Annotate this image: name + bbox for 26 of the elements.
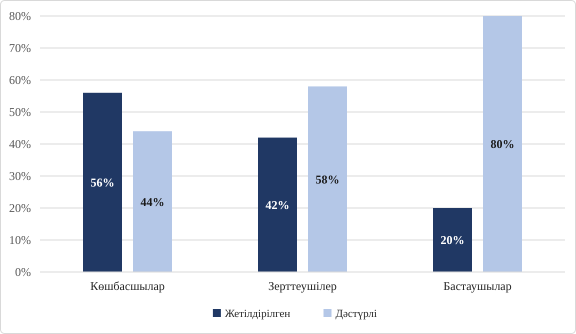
legend-label: Жетілдірілген (224, 308, 290, 320)
y-tick-label: 20% (9, 201, 31, 216)
data-label: 56% (90, 176, 114, 190)
x-tick-label: Көшбасшылар (90, 279, 165, 293)
bar (433, 208, 472, 272)
bar (483, 16, 522, 272)
bar (258, 138, 297, 272)
data-label: 58% (316, 172, 340, 186)
bar (308, 86, 347, 272)
y-tick-label: 30% (9, 169, 31, 184)
y-tick-label: 70% (9, 41, 31, 56)
bar (133, 131, 172, 272)
y-tick-label: 60% (9, 73, 31, 88)
legend-label: Дәстүрлі (336, 308, 377, 320)
data-label: 20% (440, 233, 464, 248)
y-tick-label: 40% (9, 137, 31, 152)
y-tick-label: 10% (9, 233, 31, 248)
x-tick-label: Бастаушылар (443, 279, 512, 293)
y-tick-label: 80% (9, 9, 31, 24)
y-tick-label: 50% (9, 105, 31, 120)
bar (83, 92, 122, 272)
data-label: 80% (490, 137, 514, 152)
data-label: 44% (140, 194, 164, 209)
y-tick-label: 0% (15, 265, 31, 280)
x-tick-label: Зерттеушілер (268, 279, 337, 293)
data-label: 42% (266, 198, 290, 212)
